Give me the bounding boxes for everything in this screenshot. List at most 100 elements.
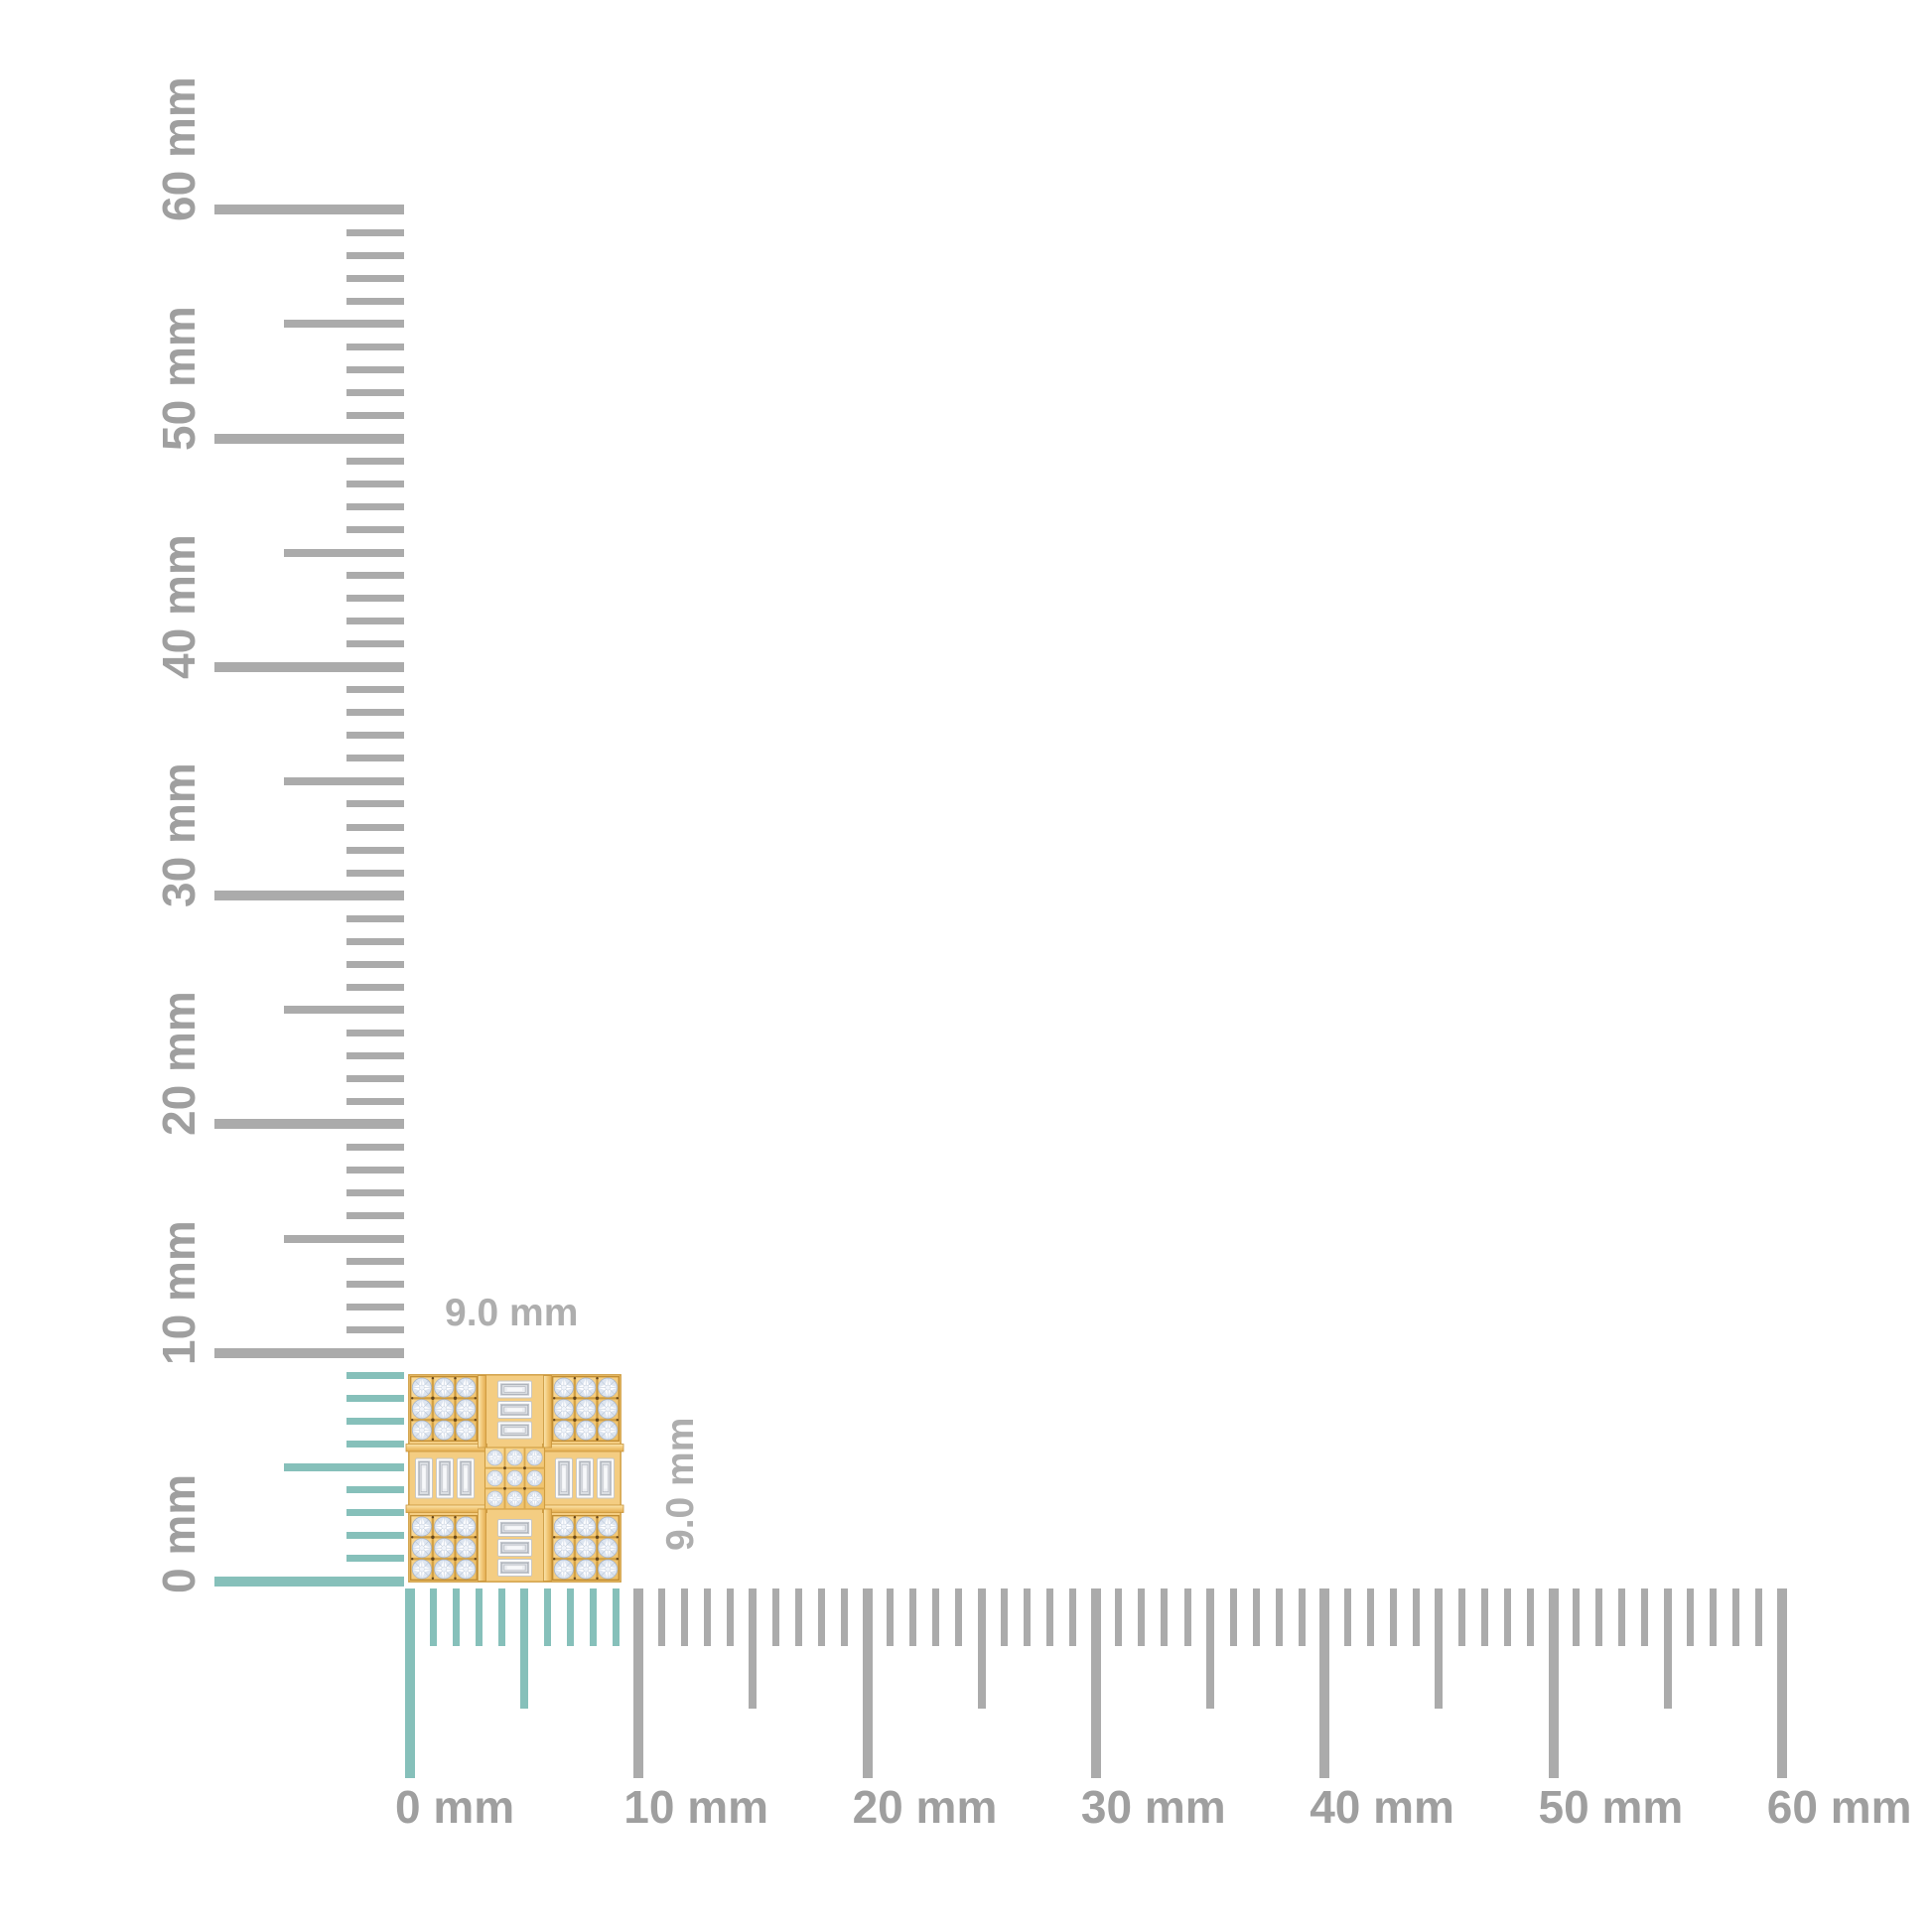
h-tick-28mm [1046,1588,1054,1646]
v-tick-49mm [346,458,404,466]
gold-rails-horizontal [405,1444,624,1513]
h-tick-33mm [1161,1588,1169,1646]
h-tick-5mm [520,1588,529,1709]
h-tick-45mm [1435,1588,1444,1709]
round-diamond-cluster-center [483,1447,546,1510]
h-tick-58mm [1732,1588,1740,1646]
v-tick-33mm [346,823,404,831]
v-tick-26mm [346,983,404,991]
v-tick-45mm [284,548,404,557]
h-tick-29mm [1069,1588,1077,1646]
baguette-cluster-top [497,1380,532,1440]
h-tick-46mm [1457,1588,1465,1646]
v-tick-56mm [346,297,404,305]
v-tick-22mm [346,1074,404,1082]
h-tick-18mm [818,1588,826,1646]
v-tick-1mm [346,1555,404,1563]
v-tick-30mm [214,891,404,901]
h-tick-23mm [932,1588,940,1646]
horizontal-ruler-label-0mm: 0 mm [395,1781,515,1833]
h-tick-60mm [1776,1588,1787,1778]
h-tick-16mm [771,1588,779,1646]
vertical-ruler-label-10mm: 10 mm [153,1219,205,1365]
h-tick-52mm [1595,1588,1603,1646]
v-tick-31mm [346,869,404,877]
v-tick-38mm [346,709,404,717]
v-tick-40mm [214,661,404,672]
v-tick-47mm [346,503,404,511]
v-tick-32mm [346,846,404,854]
v-tick-25mm [284,1006,404,1015]
v-tick-14mm [346,1258,404,1266]
vertical-ruler-label-40mm: 40 mm [153,534,205,679]
h-tick-54mm [1641,1588,1649,1646]
v-tick-57mm [346,274,404,282]
v-tick-5mm [284,1462,404,1471]
h-tick-21mm [887,1588,895,1646]
jewelry-item-image [405,1374,624,1583]
h-tick-26mm [1001,1588,1009,1646]
round-diamond-cluster-top-right [553,1377,620,1442]
v-tick-36mm [346,755,404,762]
h-tick-39mm [1298,1588,1306,1646]
v-tick-2mm [346,1532,404,1540]
h-tick-50mm [1548,1588,1559,1778]
horizontal-ruler-label-40mm: 40 mm [1310,1781,1454,1833]
h-tick-40mm [1319,1588,1330,1778]
h-tick-27mm [1024,1588,1032,1646]
h-tick-13mm [703,1588,711,1646]
h-tick-55mm [1663,1588,1672,1709]
h-tick-3mm [475,1588,483,1646]
v-tick-13mm [346,1281,404,1289]
h-tick-34mm [1183,1588,1191,1646]
h-tick-31mm [1115,1588,1123,1646]
v-tick-18mm [346,1166,404,1173]
v-tick-35mm [284,776,404,785]
h-tick-9mm [612,1588,620,1646]
h-tick-19mm [841,1588,849,1646]
v-tick-9mm [346,1372,404,1380]
h-tick-32mm [1138,1588,1146,1646]
v-tick-0mm [214,1577,404,1587]
h-tick-4mm [497,1588,505,1646]
v-tick-37mm [346,732,404,740]
h-tick-7mm [566,1588,574,1646]
horizontal-ruler-label-50mm: 50 mm [1538,1781,1684,1833]
h-tick-11mm [657,1588,665,1646]
h-tick-25mm [977,1588,986,1709]
v-tick-48mm [346,481,404,488]
v-tick-41mm [346,640,404,648]
v-tick-3mm [346,1509,404,1517]
h-tick-51mm [1573,1588,1581,1646]
h-tick-57mm [1710,1588,1718,1646]
h-tick-36mm [1229,1588,1237,1646]
v-tick-4mm [346,1486,404,1494]
h-tick-10mm [633,1588,644,1778]
v-tick-21mm [346,1097,404,1105]
round-diamond-cluster-bottom-right [553,1516,620,1581]
h-tick-56mm [1687,1588,1695,1646]
gold-rails-vertical [478,1375,552,1582]
h-tick-48mm [1503,1588,1511,1646]
v-tick-46mm [346,526,404,534]
h-tick-1mm [429,1588,437,1646]
h-tick-37mm [1252,1588,1260,1646]
h-tick-35mm [1206,1588,1215,1709]
baguette-cluster-right [555,1457,615,1499]
vertical-ruler-label-20mm: 20 mm [153,991,205,1137]
v-tick-54mm [346,343,404,350]
v-tick-17mm [346,1188,404,1196]
v-tick-42mm [346,618,404,625]
v-tick-8mm [346,1395,404,1403]
vertical-ruler-label-60mm: 60 mm [153,76,205,222]
v-tick-15mm [284,1234,404,1243]
vertical-ruler-label-50mm: 50 mm [153,305,205,451]
h-tick-8mm [589,1588,597,1646]
v-tick-10mm [214,1347,404,1358]
vertical-ruler-label-30mm: 30 mm [153,762,205,908]
h-tick-17mm [795,1588,802,1646]
v-tick-34mm [346,800,404,808]
v-tick-7mm [346,1418,404,1426]
v-tick-27mm [346,960,404,968]
v-tick-44mm [346,572,404,580]
